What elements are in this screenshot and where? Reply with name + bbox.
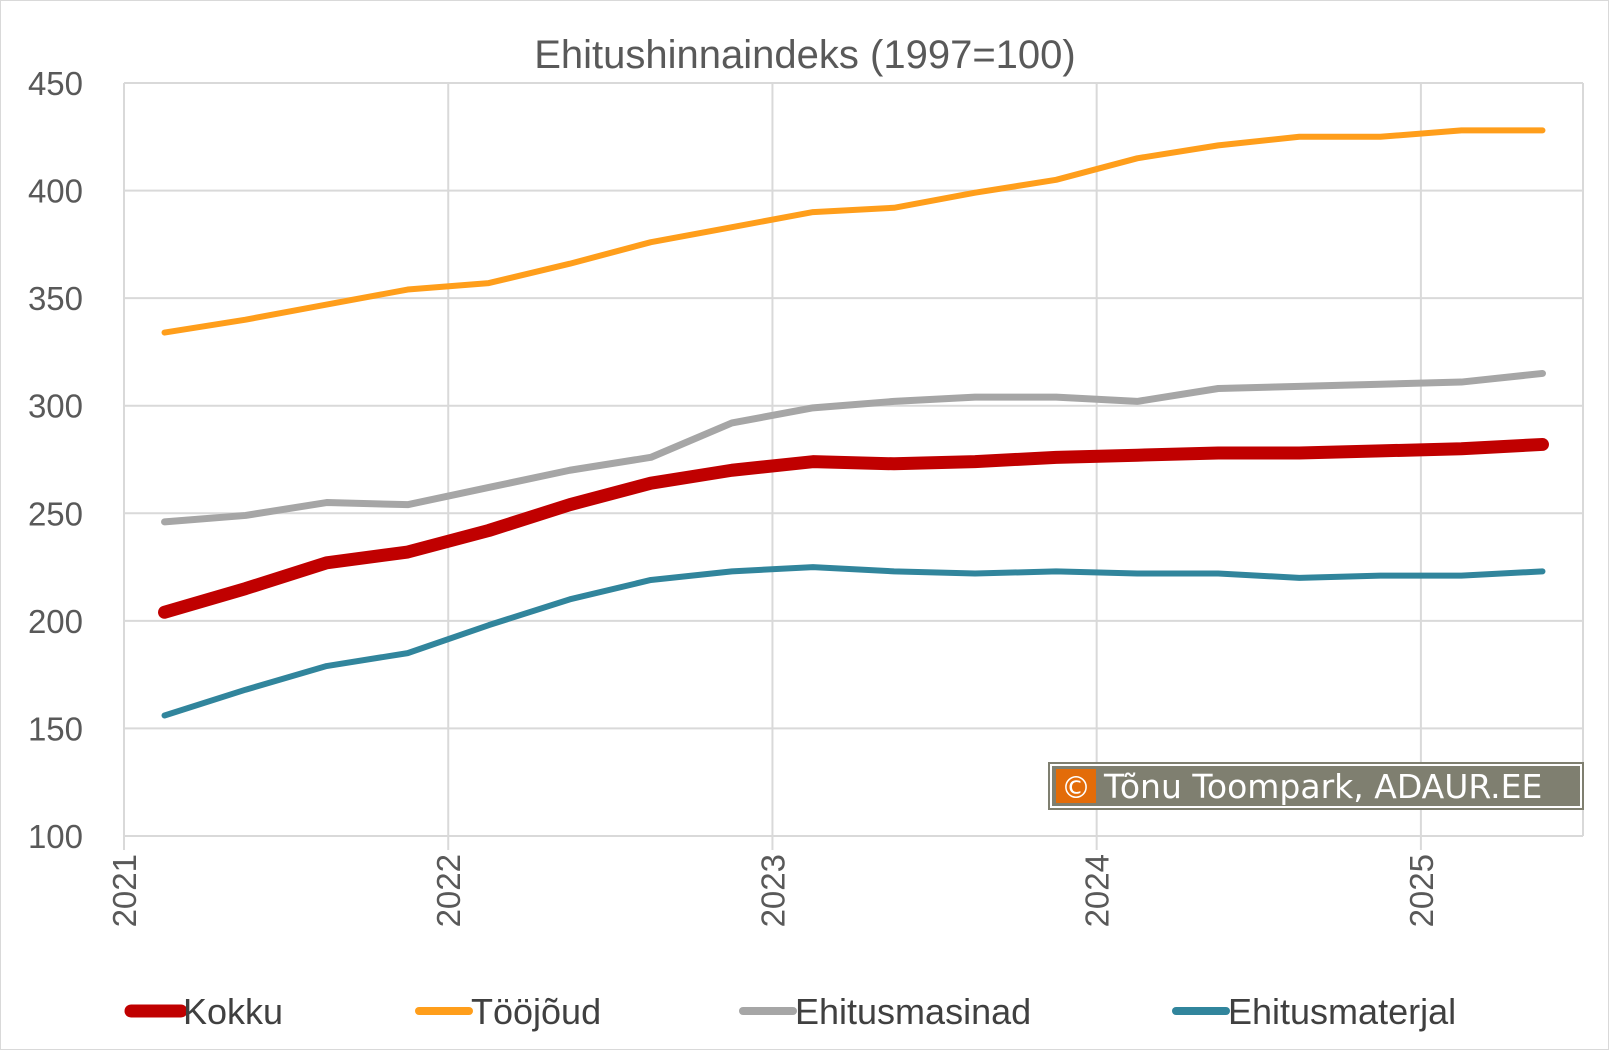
y-tick-label: 400 [28, 173, 83, 210]
x-tick-label: 2025 [1403, 854, 1440, 927]
x-tick-label: 2021 [106, 854, 143, 927]
y-tick-label: 100 [28, 818, 83, 855]
legend-label: Kokku [183, 991, 283, 1032]
y-tick-label: 350 [28, 280, 83, 317]
series-line-ehitusmasinad [161, 369, 1546, 526]
chart-title: Ehitushinnaindeks (1997=100) [534, 33, 1076, 77]
title-background [479, 29, 1131, 81]
y-axis-ticks: 100 150 200 250 300 350 400 450 [28, 65, 83, 855]
legend-label: Tööjõud [471, 991, 601, 1032]
series-line-ehitusmaterjal [161, 564, 1546, 719]
series-line-tööjõud [161, 127, 1546, 336]
credit-background [1048, 762, 1584, 810]
series-lines [158, 127, 1549, 719]
x-tick-label: 2023 [754, 854, 791, 927]
y-tick-label: 250 [28, 495, 83, 532]
x-axis-ticks: 2021 2022 2023 2024 2025 [106, 854, 1440, 927]
credit-border [1050, 764, 1582, 808]
x-tick-label: 2022 [430, 854, 467, 927]
copyright-badge [1056, 769, 1096, 803]
credit-text: Tõnu Toompark, ADAUR.EE [1103, 767, 1542, 806]
y-tick-label: 200 [28, 603, 83, 640]
legend-label: Ehitusmaterjal [1228, 991, 1456, 1032]
series-line-kokku [158, 437, 1549, 619]
copyright-icon: © [1061, 771, 1091, 806]
y-tick-label: 450 [28, 65, 83, 102]
x-tick-label: 2024 [1079, 854, 1116, 927]
credit-box: © Tõnu Toompark, ADAUR.EE [1048, 762, 1584, 810]
legend: Kokku Tööjõud Ehitusmasinad Ehitusmaterjal [124, 991, 1456, 1032]
y-tick-label: 300 [28, 388, 83, 425]
y-tick-label: 150 [28, 710, 83, 747]
legend-label: Ehitusmasinad [795, 991, 1031, 1032]
